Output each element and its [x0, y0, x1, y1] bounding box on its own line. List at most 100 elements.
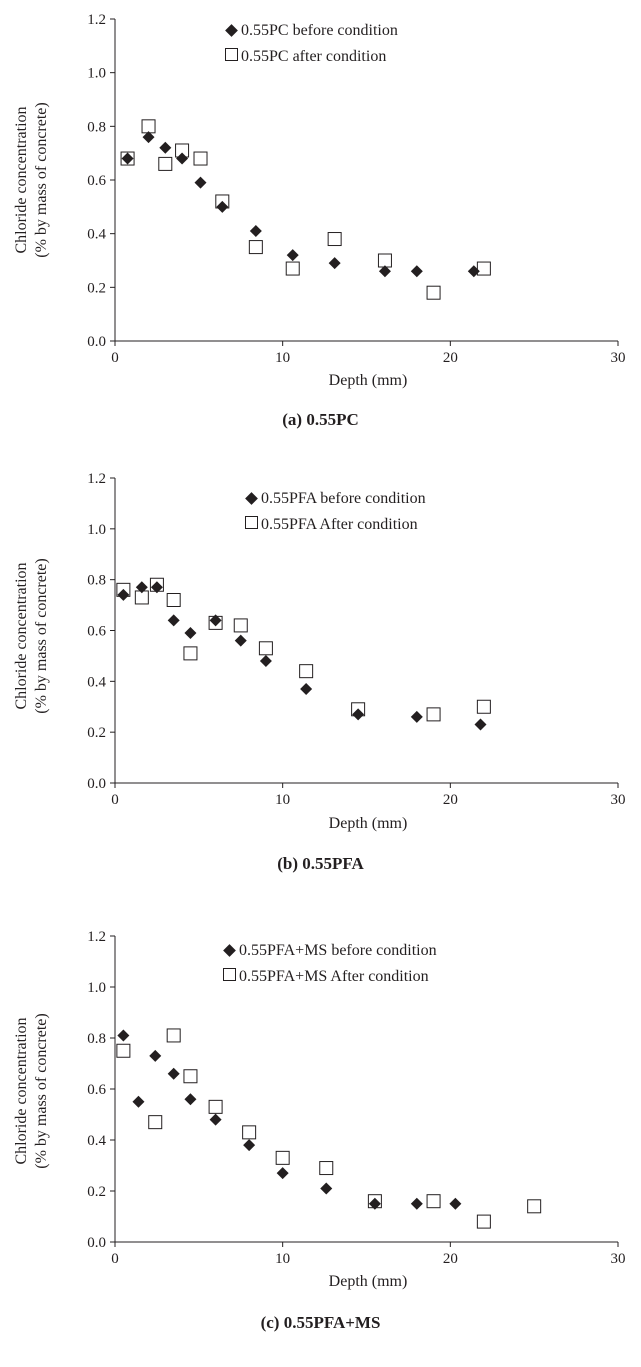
- chart-c-plot: 0.0 0.2 0.4 0.6 0.8 1.0 1.2 0 10 20 30: [87, 929, 626, 1267]
- chart-b-ytick-label: 0.6: [87, 624, 106, 640]
- chart-a-legend: 0.55PC before condition 0.55PC after con…: [224, 18, 398, 70]
- chart-a-before-point: [467, 265, 480, 278]
- chart-c-before-point: [320, 1182, 333, 1195]
- chart-a-xtick-label: 10: [275, 350, 290, 366]
- chart-a-legend-after: 0.55PC after condition: [224, 44, 398, 70]
- chart-a-xtick-label: 20: [443, 350, 458, 366]
- chart-c-after-point: [116, 1043, 131, 1058]
- chart-b-after-point: [258, 641, 273, 656]
- chart-b-legend-before: 0.55PFA before condition: [244, 486, 426, 512]
- chart-a-before-point: [216, 200, 229, 213]
- chart-b-ylabel-line1: Chloride concentration: [13, 562, 30, 710]
- chart-c-ytick-label: 0.8: [87, 1031, 106, 1047]
- chart-a-before-point: [378, 265, 391, 278]
- chart-a-plot: 0.0 0.2 0.4 0.6 0.8 1.0 1.2 0 10 20 30: [87, 12, 625, 366]
- chart-a-xtick-label: 0: [111, 350, 119, 366]
- chart-b-before-point: [135, 581, 148, 594]
- chart-a-ytick-label: 0.4: [87, 227, 106, 243]
- chart-b-after-point: [299, 664, 314, 679]
- chart-c-ylabel-line2: (% by mass of concrete): [33, 1013, 50, 1169]
- chart-c-legend-before-label: 0.55PFA+MS before condition: [239, 942, 437, 959]
- chart-c-xlabel: Depth (mm): [328, 1273, 408, 1290]
- chart-a-ytick-label: 0.0: [87, 334, 106, 350]
- chart-b-xtick-label: 0: [111, 792, 119, 808]
- chart-c-xtick-label: 10: [275, 1251, 290, 1267]
- chart-a-before-point: [159, 141, 172, 154]
- chart-b-before-point: [410, 710, 423, 723]
- chart-c-ytick-label: 1.2: [87, 929, 106, 945]
- chart-a-ytick-label: 0.2: [87, 280, 106, 296]
- chart-c-before-point: [167, 1067, 180, 1080]
- chart-a-ytick-label: 0.8: [87, 119, 106, 135]
- chart-c-before-point: [410, 1197, 423, 1210]
- chart-a-before-point: [249, 224, 262, 237]
- chart-b-before-point: [474, 718, 487, 731]
- chart-c-after-point: [319, 1161, 334, 1176]
- chart-c-before-point: [449, 1197, 462, 1210]
- chart-a-after-point: [285, 261, 300, 276]
- chart-c-after-point: [166, 1028, 181, 1043]
- chart-b-legend-after-label: 0.55PFA After condition: [261, 516, 418, 533]
- chart-a-legend-after-label: 0.55PC after condition: [241, 48, 387, 65]
- chart-b-xtick-label: 10: [275, 792, 290, 808]
- chart-c-after-point: [527, 1199, 542, 1214]
- chart-c-xtick-label: 30: [611, 1251, 626, 1267]
- chart-b-ytick-label: 0.2: [87, 725, 106, 741]
- chart-a-xlabel: Depth (mm): [328, 372, 408, 389]
- open-square-icon: [222, 968, 236, 986]
- chart-b-before-point: [259, 655, 272, 667]
- chart-b-legend-after: 0.55PFA After condition: [244, 512, 426, 538]
- filled-diamond-icon: [222, 942, 236, 960]
- chart-b-xtick-label: 30: [611, 792, 626, 808]
- chart-b-before-point: [300, 682, 313, 695]
- chart-a-legend-before-label: 0.55PC before condition: [241, 22, 398, 39]
- chart-c-ytick-label: 1.0: [87, 980, 106, 996]
- chart-b-ytick-label: 0.8: [87, 573, 106, 589]
- chart-c-after-point: [426, 1194, 441, 1209]
- chart-b-after-point: [233, 618, 248, 633]
- chart-a-ytick-label: 0.6: [87, 173, 106, 189]
- chart-c: 0.0 0.2 0.4 0.6 0.8 1.0 1.2 0 10 20 30 Chloride co…: [0, 911, 641, 1366]
- chart-c-after-point: [148, 1115, 163, 1130]
- chart-a: 0.0 0.2 0.4 0.6 0.8 1.0 1.2 0 10 20 30 Chloride co…: [0, 0, 641, 455]
- chart-b-before-point: [117, 588, 130, 601]
- chart-b-xtick-label: 20: [443, 792, 458, 808]
- chart-b-plot: 0.0 0.2 0.4 0.6 0.8 1.0 1.2 0 10 20 30: [87, 471, 626, 808]
- chart-c-ylabel-line1: Chloride concentration: [13, 1017, 30, 1165]
- filled-diamond-icon: [224, 22, 238, 40]
- chart-c-after-point: [275, 1150, 290, 1165]
- chart-c-legend-after-label: 0.55PFA+MS After condition: [239, 968, 429, 985]
- chart-a-before-point: [286, 249, 299, 262]
- chart-c-before-point: [132, 1095, 145, 1108]
- chart-a-after-point: [193, 151, 208, 166]
- chart-c-before-point: [117, 1029, 130, 1042]
- chart-a-before-point: [121, 152, 134, 165]
- chart-c-xtick-label: 0: [111, 1251, 119, 1267]
- chart-b-after-point: [183, 646, 198, 661]
- chart-b-ytick-label: 0.4: [87, 674, 106, 690]
- chart-b-legend-before-label: 0.55PFA before condition: [261, 490, 426, 507]
- chart-b-caption: (b) 0.55PFA: [277, 854, 364, 873]
- chart-b-before-point: [184, 627, 197, 640]
- chart-c-before-point: [209, 1113, 222, 1126]
- chart-b-before-point: [234, 634, 247, 647]
- chart-c-after-point: [476, 1214, 491, 1229]
- chart-c-legend-before: 0.55PFA+MS before condition: [222, 938, 437, 964]
- chart-b-before-point: [150, 581, 163, 594]
- chart-a-before-point: [142, 131, 155, 144]
- chart-c-ytick-label: 0.2: [87, 1184, 106, 1200]
- chart-c-xtick-label: 20: [443, 1251, 458, 1267]
- chart-b-before-point: [352, 708, 365, 721]
- chart-b-ytick-label: 1.0: [87, 522, 106, 538]
- chart-a-after-point: [141, 119, 156, 134]
- chart-b-xlabel: Depth (mm): [328, 815, 408, 832]
- chart-c-before-point: [149, 1049, 162, 1062]
- chart-b-ylabel-line2: (% by mass of concrete): [33, 558, 50, 714]
- chart-a-after-point: [377, 253, 392, 268]
- chart-c-legend: 0.55PFA+MS before condition 0.55PFA+MS A…: [222, 938, 437, 990]
- chart-c-after-point: [208, 1099, 223, 1114]
- chart-b-before-point: [209, 614, 222, 627]
- chart-a-after-point: [426, 285, 441, 300]
- chart-c-after-point: [183, 1069, 198, 1084]
- chart-c-after-point: [242, 1125, 257, 1140]
